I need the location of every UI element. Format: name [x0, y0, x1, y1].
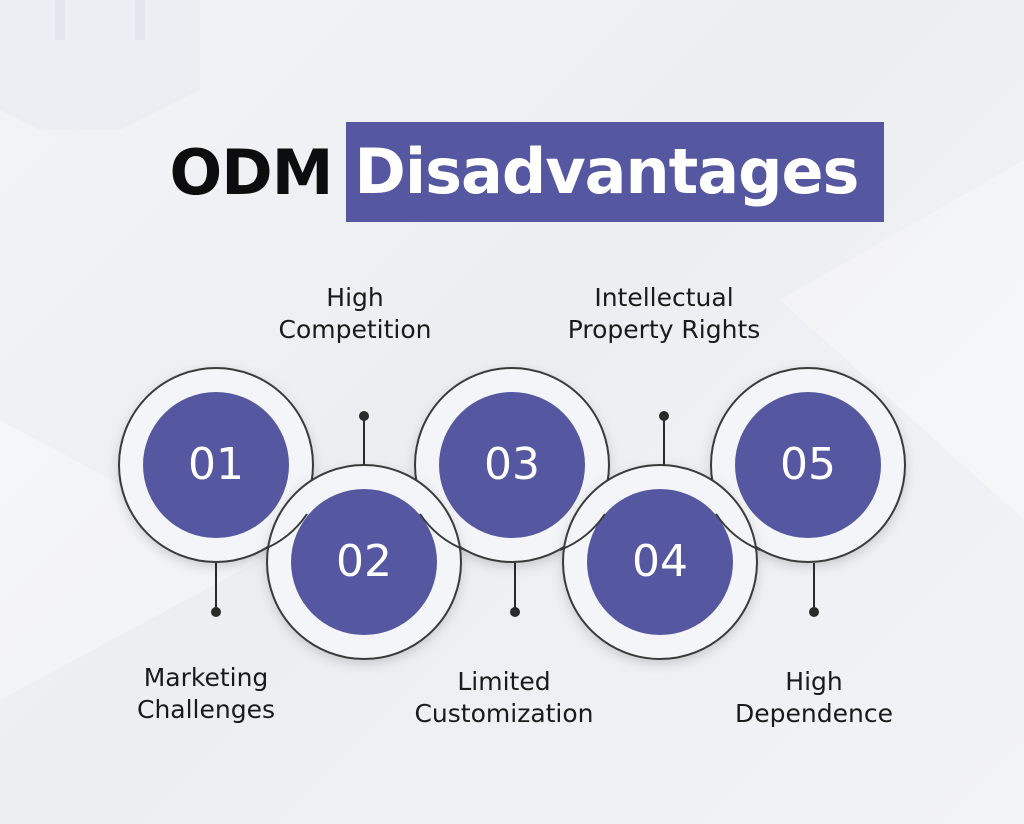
step-label-01-line2: Challenges — [136, 695, 275, 724]
step-circle-05 — [710, 367, 906, 563]
step-label-05-line2: Dependence — [735, 699, 893, 728]
step-label-02-line2: Competition — [278, 315, 432, 344]
step-label-01-line1: Marketing — [143, 663, 269, 692]
step-label-05-line1: High — [785, 667, 843, 696]
step-circle-04 — [562, 464, 758, 660]
step-label-03-line2: Customization — [414, 699, 594, 728]
page-title: ODM Disadvantages — [0, 122, 1024, 222]
step-number-04: 04 — [632, 536, 688, 587]
step-number-01: 01 — [188, 439, 244, 490]
connector-02 — [359, 411, 369, 465]
step-label-04-line2: Property Rights — [567, 315, 761, 344]
connector-01 — [211, 563, 221, 617]
step-label-05: High Dependence — [684, 666, 944, 730]
step-circle-01 — [118, 367, 314, 563]
step-circle-02 — [266, 464, 462, 660]
step-number-03: 03 — [484, 439, 540, 490]
title-dark-text: ODM — [169, 135, 334, 209]
title-highlight-box: Disadvantages — [346, 122, 885, 222]
step-label-02-line1: High — [326, 283, 384, 312]
step-label-03-line1: Limited — [457, 667, 551, 696]
overlap-rings — [261, 513, 761, 551]
step-circle-03 — [414, 367, 610, 563]
step-label-03: Limited Customization — [374, 666, 634, 730]
step-label-04-line1: Intellectual — [594, 283, 734, 312]
connector-04 — [659, 411, 669, 465]
step-label-04: Intellectual Property Rights — [534, 282, 794, 346]
step-label-02: High Competition — [225, 282, 485, 346]
connector-03 — [510, 563, 520, 617]
step-label-01: Marketing Challenges — [76, 662, 336, 726]
connector-05 — [809, 563, 819, 617]
step-number-02: 02 — [336, 536, 392, 587]
step-number-05: 05 — [780, 439, 836, 490]
